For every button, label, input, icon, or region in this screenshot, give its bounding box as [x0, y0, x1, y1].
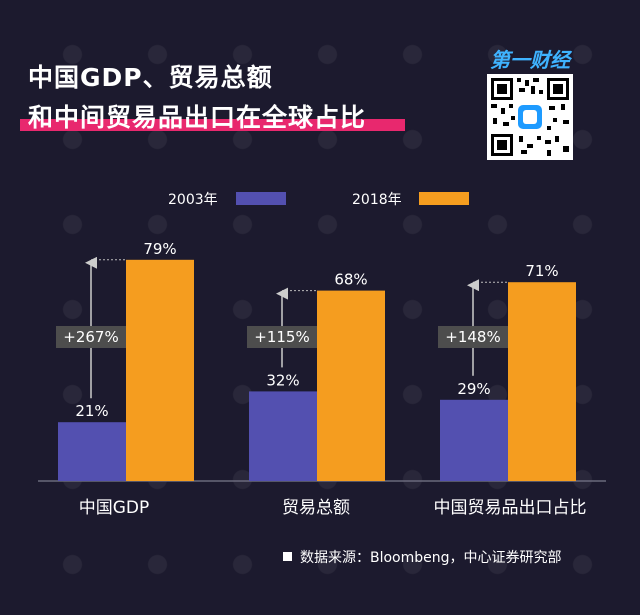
growth-label-1: +115%: [254, 328, 309, 346]
data-label-2003-1: 32%: [266, 371, 299, 389]
data-label-2003-2: 29%: [457, 380, 490, 398]
data-label-2018-1: 68%: [334, 271, 367, 289]
legend-label-2018: 2018年: [352, 192, 402, 208]
bar-2018-1: [317, 290, 385, 481]
chart-title-line-2: 和中间贸易品出口在全球占比: [28, 103, 367, 132]
chart-title-line-1: 中国GDP、贸易总额: [28, 63, 273, 92]
category-label-gdp: 中国GDP: [78, 498, 150, 518]
bar-2018-0: [126, 259, 194, 481]
source-note: 数据来源：Bloombeng，中心证券研究部: [283, 547, 562, 567]
growth-label-2: +148%: [445, 328, 500, 346]
bar-2003-1: [249, 391, 317, 481]
data-label-2003-0: 21%: [75, 402, 108, 420]
growth-label-box-0: [56, 326, 126, 348]
legend-swatch-2003: [236, 192, 286, 205]
legend-label-2003: 2003年: [168, 192, 218, 208]
data-label-2018-0: 79%: [143, 240, 176, 258]
bullet-square-icon: [283, 552, 292, 561]
growth-label-0: +267%: [63, 328, 118, 346]
qr-code: [487, 74, 573, 160]
legend-swatch-2018: [419, 192, 469, 205]
source-text: 数据来源：Bloombeng，中心证券研究部: [300, 550, 562, 566]
brand-logo: 第一财经: [490, 48, 570, 72]
category-label-trade: 贸易总额: [282, 498, 350, 518]
bar-2003-0: [58, 422, 126, 481]
growth-label-box-2: [438, 326, 508, 348]
growth-label-box-1: [247, 326, 317, 348]
title-underline: [20, 119, 405, 131]
data-label-2018-2: 71%: [525, 262, 558, 280]
bar-2003-2: [440, 399, 508, 481]
bar-2018-2: [508, 282, 576, 481]
category-label-intermediate: 中国贸易品出口占比: [433, 498, 587, 518]
